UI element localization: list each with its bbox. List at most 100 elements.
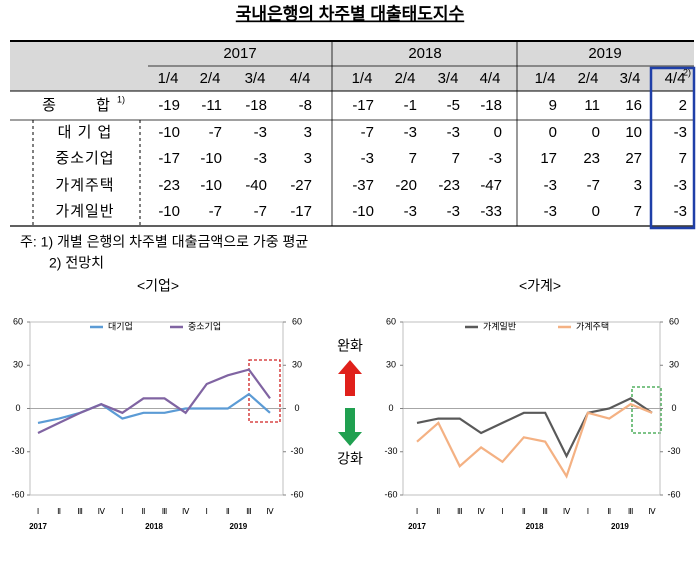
quarter-header: 3/4 <box>245 70 266 87</box>
y2-tick-label: 30 <box>292 360 302 370</box>
y-tick-label: -60 <box>384 489 397 499</box>
table-cell: -3 <box>404 203 417 220</box>
table-cell: -10 <box>158 203 180 220</box>
table-cell: -7 <box>254 203 267 220</box>
year-label: 2017 <box>29 522 47 531</box>
table-cell: -5 <box>447 97 460 114</box>
x-tick-label: Ⅱ <box>436 507 440 516</box>
y-tick-label: 0 <box>388 403 393 413</box>
table-cell: 0 <box>592 203 600 220</box>
year-label: 2018 <box>145 522 163 531</box>
x-tick-label: Ⅱ <box>522 507 526 516</box>
table-cell: -1 <box>404 97 417 114</box>
arrow-label: 강화 <box>337 451 363 467</box>
legend-label: 가계주택 <box>576 320 609 331</box>
table-cell: -11 <box>201 97 222 114</box>
x-tick-label: Ⅲ <box>542 507 548 516</box>
x-tick-label: Ⅰ <box>416 507 418 516</box>
note: 주: 1) 개별 은행의 차주별 대출금액으로 가중 평균 <box>20 234 308 250</box>
y2-tick-label: -30 <box>290 446 303 456</box>
y2-tick-label: 30 <box>669 360 679 370</box>
table-cell: -3 <box>254 124 267 141</box>
quarter-header: 2/4 <box>200 70 221 87</box>
table-cell: 16 <box>625 97 642 114</box>
forecast-box <box>248 359 281 423</box>
table-cell: -3 <box>674 203 687 220</box>
up-arrow <box>338 360 362 396</box>
table-cell: 3 <box>304 124 312 141</box>
y-tick-label: 60 <box>13 316 23 326</box>
footnote-mark: 2) <box>683 67 691 77</box>
table-cell: -10 <box>158 124 180 141</box>
year-header: 2017 <box>223 45 256 62</box>
table-cell: -3 <box>254 150 267 167</box>
x-tick-label: Ⅳ <box>563 507 571 516</box>
y2-tick-label: -60 <box>290 489 303 499</box>
table-cell: -33 <box>480 203 502 220</box>
table-cell: 7 <box>634 203 642 220</box>
down-arrow <box>338 408 362 446</box>
quarter-header: 1/4 <box>352 70 373 87</box>
quarter-header: 3/4 <box>438 70 459 87</box>
table-cell: -19 <box>158 97 180 114</box>
table-cell: -8 <box>299 97 312 114</box>
y2-tick-label: 0 <box>671 403 676 413</box>
y-tick-label: 60 <box>386 316 396 326</box>
table-cell: -3 <box>361 150 374 167</box>
table-cell: 7 <box>452 150 460 167</box>
x-tick-label: Ⅳ <box>648 507 656 516</box>
chart-title: <가계> <box>519 278 561 294</box>
row-label: 종 합 <box>42 97 128 114</box>
note: 2) 전망치 <box>49 255 104 271</box>
x-tick-label: Ⅰ <box>206 507 208 516</box>
y-tick-label: 30 <box>13 360 23 370</box>
table-cell: 23 <box>583 150 600 167</box>
x-tick-label: Ⅰ <box>121 507 123 516</box>
year-header: 2018 <box>408 45 441 62</box>
table-cell: 10 <box>625 124 642 141</box>
x-tick-label: Ⅰ <box>587 507 589 516</box>
row-label: 가계주택 <box>55 177 114 194</box>
table-cell: -47 <box>480 177 502 194</box>
y2-tick-label: -30 <box>667 446 680 456</box>
table-cell: -10 <box>200 150 222 167</box>
table-cell: -37 <box>352 177 374 194</box>
year-label: 2019 <box>611 522 629 531</box>
row-label: 중소기업 <box>55 150 114 167</box>
x-tick-label: Ⅳ <box>182 507 190 516</box>
table-cell: -7 <box>209 124 222 141</box>
series-line <box>416 397 653 459</box>
quarter-header: 4/4 <box>480 70 501 87</box>
table-cell: -3 <box>404 124 417 141</box>
year-label: 2017 <box>408 522 426 531</box>
table-cell: -3 <box>447 124 460 141</box>
table-cell: -18 <box>480 97 502 114</box>
y2-tick-label: 0 <box>294 403 299 413</box>
x-tick-label: Ⅰ <box>37 507 39 516</box>
year-header: 2019 <box>588 45 621 62</box>
x-tick-label: Ⅲ <box>628 507 634 516</box>
table-cell: 2 <box>679 97 687 114</box>
x-tick-label: Ⅳ <box>477 507 485 516</box>
quarter-header: 3/4 <box>620 70 641 87</box>
x-tick-label: Ⅰ <box>501 507 503 516</box>
row-label: 대 기 업 <box>58 124 113 141</box>
y-tick-label: -30 <box>11 446 24 456</box>
x-tick-label: Ⅲ <box>162 507 168 516</box>
table-cell: 7 <box>679 150 687 167</box>
table-cell: 0 <box>592 124 600 141</box>
table-cell: 9 <box>549 97 557 114</box>
x-tick-label: Ⅱ <box>607 507 611 516</box>
table-cell: -18 <box>245 97 267 114</box>
table-cell: 11 <box>584 97 600 114</box>
x-tick-label: Ⅱ <box>141 507 145 516</box>
legend-label: 대기업 <box>108 321 133 331</box>
legend-label: 중소기업 <box>188 321 221 331</box>
table-cell: -3 <box>674 177 687 194</box>
series-line <box>37 368 271 435</box>
quarter-header: 1/4 <box>158 70 179 87</box>
year-label: 2019 <box>229 522 247 531</box>
table-cell: 7 <box>409 150 417 167</box>
table-cell: -20 <box>395 177 417 194</box>
